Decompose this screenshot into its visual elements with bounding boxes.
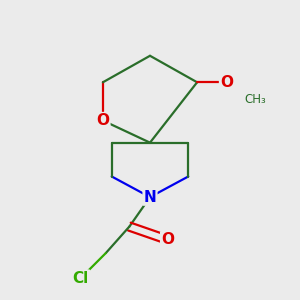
Text: N: N [144, 190, 156, 205]
Text: O: O [161, 232, 174, 247]
Text: Cl: Cl [73, 271, 89, 286]
Text: CH₃: CH₃ [244, 93, 266, 106]
Text: O: O [220, 75, 233, 90]
Text: O: O [96, 113, 110, 128]
